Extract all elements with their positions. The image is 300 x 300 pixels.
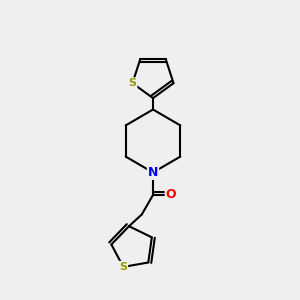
Text: S: S <box>128 78 136 88</box>
Text: O: O <box>166 188 176 202</box>
Text: N: N <box>148 166 158 179</box>
Text: S: S <box>119 262 127 272</box>
